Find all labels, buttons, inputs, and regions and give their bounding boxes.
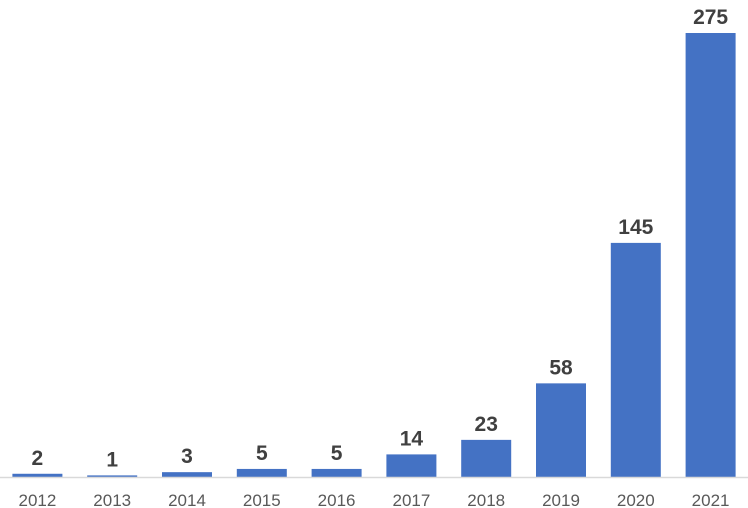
bar-2020 bbox=[610, 242, 661, 477]
bar-2013 bbox=[87, 475, 138, 477]
data-label-2016: 5 bbox=[331, 442, 343, 465]
data-label-2017: 14 bbox=[400, 427, 424, 450]
x-tick-label-2020: 2020 bbox=[617, 491, 655, 508]
data-label-2015: 5 bbox=[256, 442, 268, 465]
data-labels-group: 2 1 3 5 5 14 23 58 145 275 bbox=[32, 6, 729, 471]
bar-2015 bbox=[236, 468, 287, 477]
bar-2016 bbox=[311, 468, 362, 477]
x-tick-label-2013: 2013 bbox=[93, 491, 131, 508]
bars-group bbox=[12, 33, 736, 477]
bar-2017 bbox=[386, 454, 437, 477]
x-tick-label-2016: 2016 bbox=[318, 491, 356, 508]
data-label-2021: 275 bbox=[693, 6, 728, 29]
bar-2021 bbox=[685, 33, 736, 477]
data-label-2020: 145 bbox=[618, 216, 653, 239]
data-label-2013: 1 bbox=[106, 448, 118, 471]
data-label-2014: 3 bbox=[181, 445, 193, 468]
x-tick-label-2015: 2015 bbox=[243, 491, 281, 508]
data-label-2012: 2 bbox=[32, 447, 44, 470]
bar-2019 bbox=[536, 383, 586, 477]
data-label-2019: 58 bbox=[549, 356, 573, 379]
x-tick-label-2014: 2014 bbox=[168, 491, 206, 508]
x-tick-label-2012: 2012 bbox=[18, 491, 56, 508]
data-label-2018: 23 bbox=[475, 413, 498, 436]
x-tick-label-2019: 2019 bbox=[542, 491, 580, 508]
x-tick-label-2017: 2017 bbox=[392, 491, 430, 508]
x-tick-labels-group: 2012 2013 2014 2015 2016 2017 2018 2019 2020 2021 bbox=[18, 491, 729, 508]
bar-2012 bbox=[12, 473, 63, 477]
x-tick-label-2018: 2018 bbox=[467, 491, 505, 508]
bar-2018 bbox=[461, 439, 512, 477]
x-tick-label-2021: 2021 bbox=[692, 491, 730, 508]
bar-2014 bbox=[162, 472, 212, 477]
